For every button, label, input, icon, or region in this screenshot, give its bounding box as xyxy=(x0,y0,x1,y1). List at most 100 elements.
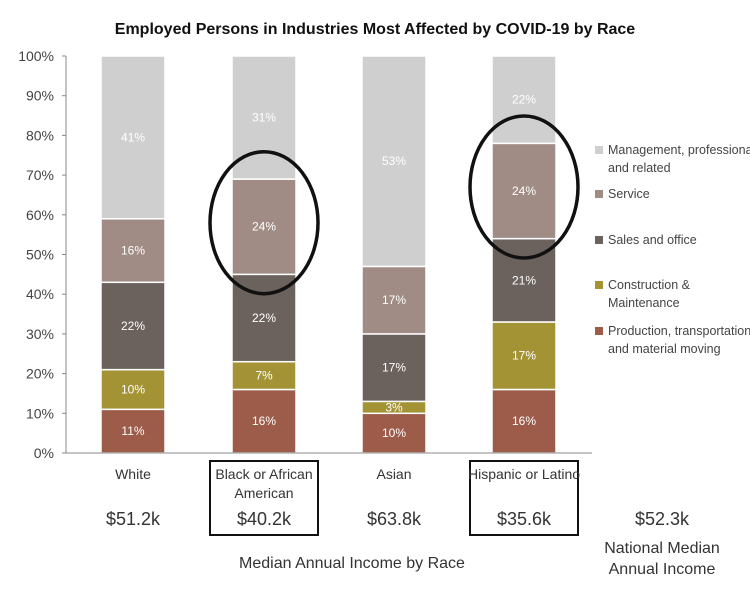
bar-segment: 17% xyxy=(361,333,427,403)
bar-segment: 16% xyxy=(491,388,557,454)
y-tick-label: 20% xyxy=(26,366,54,382)
bar-segment: 24% xyxy=(231,178,297,276)
y-tick-label: 50% xyxy=(26,247,54,263)
median-income-value: $63.8k xyxy=(367,509,422,529)
y-tick-label: 30% xyxy=(26,326,54,342)
legend-label: and related xyxy=(608,161,671,175)
y-axis: 0% 10% 20% 30% 40% 50% 60% 70% 80% 90% 100% xyxy=(18,48,67,461)
bar-segment: 17% xyxy=(491,321,557,391)
median-income-value: $40.2k xyxy=(237,509,292,529)
category-group: Hispanic or Latino $35.6k xyxy=(468,460,580,536)
national-median-value: $52.3k xyxy=(635,509,690,529)
legend-label: Management, professional, xyxy=(608,143,750,157)
category-label: American xyxy=(234,485,293,501)
highlight-circles xyxy=(208,114,580,296)
category-group: White $51.2k xyxy=(106,466,161,529)
y-tick-label: 60% xyxy=(26,207,54,223)
category-label: Hispanic or Latino xyxy=(468,466,580,482)
bar-segment-rect xyxy=(491,142,557,240)
bar-segment-rect xyxy=(361,333,427,403)
category-group: Asian $63.8k xyxy=(367,466,422,529)
bar-segment: 22% xyxy=(100,281,166,371)
bars: 11% 10% 22% 16% 41% 16% 7% 22% 24% 31% 10% 3% 17% 17%… xyxy=(100,55,557,454)
bar-segment: 11% xyxy=(100,408,166,454)
legend-label: Construction & xyxy=(608,278,691,292)
data-label: 10% xyxy=(121,382,145,396)
bar-segment-rect xyxy=(231,360,297,391)
bar-segment-rect xyxy=(491,55,557,145)
bar-segment: 3% xyxy=(361,400,427,414)
bar-segment: 24% xyxy=(491,142,557,240)
data-label: 16% xyxy=(121,244,145,258)
bar-segment-rect xyxy=(100,55,166,220)
data-label: 16% xyxy=(252,414,276,428)
national-median: $52.3k National Median Annual Income xyxy=(604,509,720,578)
data-label: 24% xyxy=(252,220,276,234)
data-label: 3% xyxy=(385,400,403,414)
legend-item: Production, transportation, and material … xyxy=(595,324,750,356)
y-tick-label: 90% xyxy=(26,88,54,104)
legend-label: Maintenance xyxy=(608,296,680,310)
data-label: 31% xyxy=(252,111,276,125)
category-group: Black or African American $40.2k xyxy=(209,460,319,536)
legend-swatch xyxy=(595,327,603,335)
legend-item: Service xyxy=(595,187,650,201)
median-income-value: $51.2k xyxy=(106,509,161,529)
highlight-circle xyxy=(208,149,320,296)
bar-segment-rect xyxy=(361,412,427,454)
median-income-value: $35.6k xyxy=(497,509,552,529)
bar-segment: 16% xyxy=(100,218,166,284)
category-highlight-box xyxy=(469,460,579,536)
data-label: 7% xyxy=(255,369,273,383)
bar-segment: 22% xyxy=(491,55,557,145)
bar-segment: 10% xyxy=(100,368,166,411)
data-label: 21% xyxy=(512,273,536,287)
bar-segment-rect xyxy=(491,388,557,454)
bar-segment-rect xyxy=(361,55,427,268)
y-tick-label: 80% xyxy=(26,127,54,143)
category-highlight-box xyxy=(209,460,319,536)
data-label: 17% xyxy=(382,293,406,307)
highlight-circle xyxy=(468,114,580,260)
bar-segment: 53% xyxy=(361,55,427,268)
category-label: Asian xyxy=(376,466,411,482)
legend-label: Service xyxy=(608,187,650,201)
legend-swatch xyxy=(595,190,603,198)
national-median-label: National Median xyxy=(604,540,720,557)
legend-label: Sales and office xyxy=(608,233,697,247)
bar-segment-rect xyxy=(100,408,166,454)
data-label: 22% xyxy=(512,93,536,107)
legend-swatch xyxy=(595,281,603,289)
y-tick-label: 10% xyxy=(26,405,54,421)
y-tick-label: 100% xyxy=(18,48,54,64)
data-label: 22% xyxy=(252,311,276,325)
data-label: 24% xyxy=(512,184,536,198)
national-median-label: Annual Income xyxy=(609,561,716,578)
x-axis-title: Median Annual Income by Race xyxy=(239,555,465,572)
data-label: 11% xyxy=(121,424,144,438)
legend-item: Construction & Maintenance xyxy=(595,278,691,310)
data-label: 22% xyxy=(121,319,145,333)
data-label: 16% xyxy=(512,414,536,428)
bar-segment: 41% xyxy=(100,55,166,220)
bar-segment: 10% xyxy=(361,412,427,454)
data-label: 17% xyxy=(512,349,536,363)
bar-segment: 17% xyxy=(361,265,427,335)
data-label: 10% xyxy=(382,426,406,440)
data-label: 53% xyxy=(382,154,406,168)
bar-segment: 16% xyxy=(231,388,297,454)
legend-label: Production, transportation, xyxy=(608,324,750,338)
y-tick-label: 70% xyxy=(26,167,54,183)
category-label: Black or African xyxy=(215,466,312,482)
bar-segment: 7% xyxy=(231,360,297,391)
y-tick-label: 40% xyxy=(26,286,54,302)
data-label: 41% xyxy=(121,130,145,144)
y-tick-label: 0% xyxy=(34,445,54,461)
category-label: White xyxy=(115,466,151,482)
chart-title: Employed Persons in Industries Most Affe… xyxy=(115,21,636,38)
data-label: 17% xyxy=(382,361,406,375)
legend: Management, professional, and related Serv… xyxy=(595,143,750,356)
bar-segment: 31% xyxy=(231,55,297,180)
legend-swatch xyxy=(595,236,603,244)
